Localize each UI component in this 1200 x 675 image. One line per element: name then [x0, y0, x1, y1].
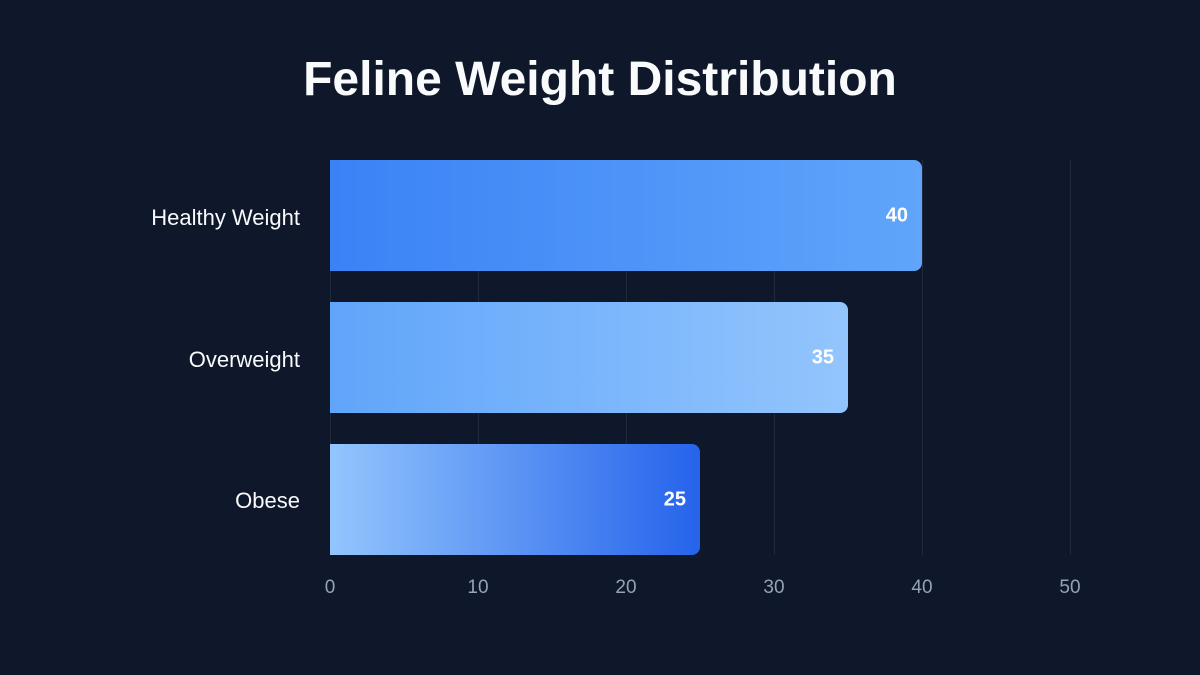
category-label: Obese — [235, 488, 300, 513]
x-tick-label: 30 — [763, 577, 785, 598]
x-tick-label: 50 — [1059, 577, 1081, 598]
category-label: Overweight — [188, 347, 300, 372]
x-tick-label: 20 — [615, 577, 637, 598]
plot-area: 40 35 25 — [330, 160, 1071, 555]
x-tick-label: 0 — [324, 577, 336, 598]
category-label: Healthy Weight — [151, 205, 300, 230]
bar-obese[interactable]: 25 — [330, 444, 700, 555]
bar-value-label: 40 — [885, 204, 908, 226]
bar-value-label: 25 — [663, 488, 686, 510]
gridline — [1070, 160, 1071, 555]
chart-title: Feline Weight Distribution — [303, 53, 897, 106]
bar-overweight[interactable]: 35 — [330, 302, 848, 413]
bar-healthy-weight[interactable]: 40 — [330, 160, 922, 271]
gridline — [922, 160, 923, 555]
x-tick-label: 40 — [911, 577, 933, 598]
bar-value-label: 35 — [811, 346, 834, 368]
x-tick-label: 10 — [467, 577, 489, 598]
